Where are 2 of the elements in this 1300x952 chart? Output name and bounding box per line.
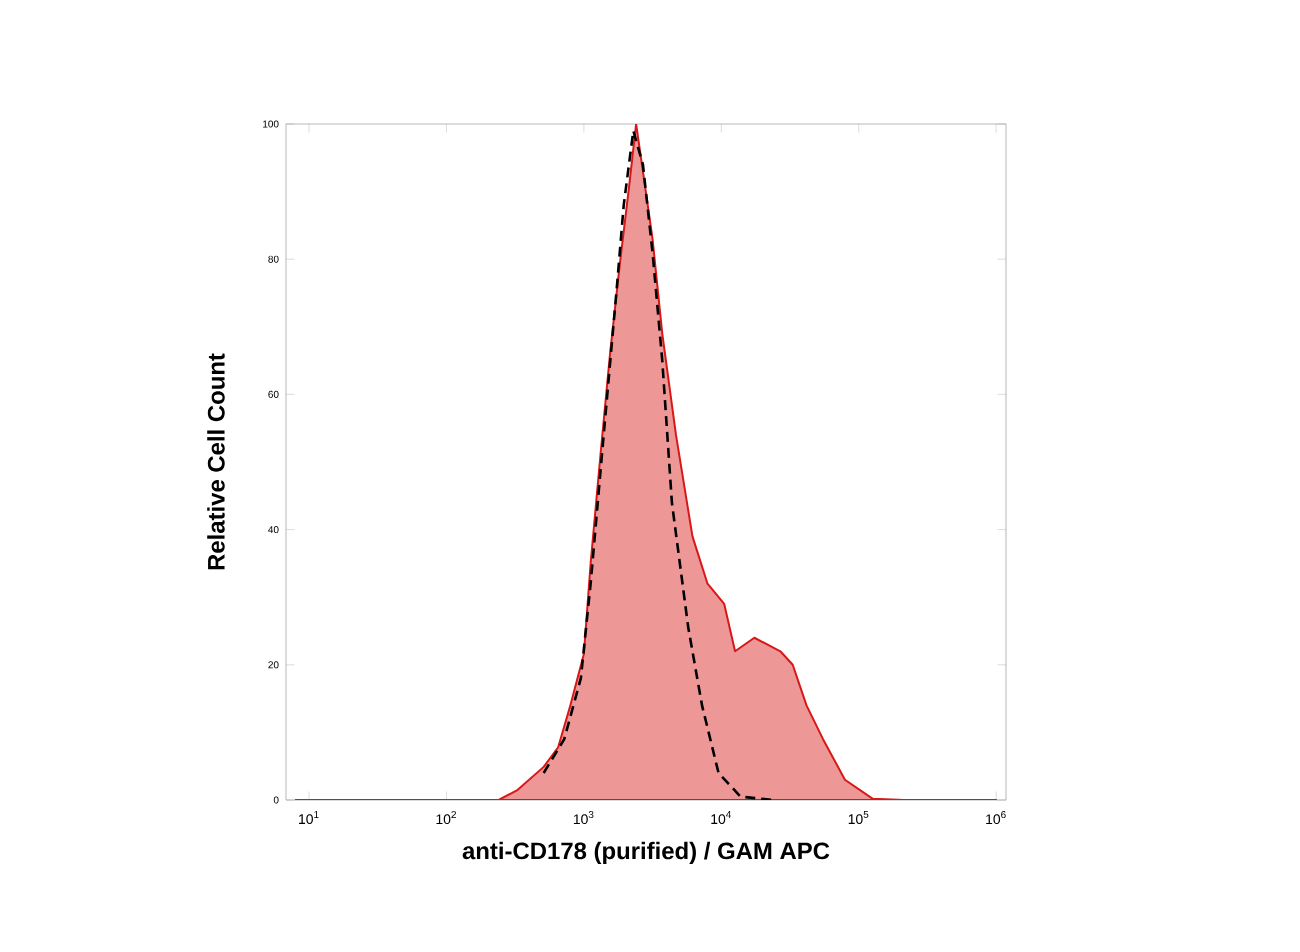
y-axis-title: Relative Cell Count xyxy=(207,353,225,570)
x-axis-title: anti-CD178 (purified) / GAM APC xyxy=(462,841,830,865)
